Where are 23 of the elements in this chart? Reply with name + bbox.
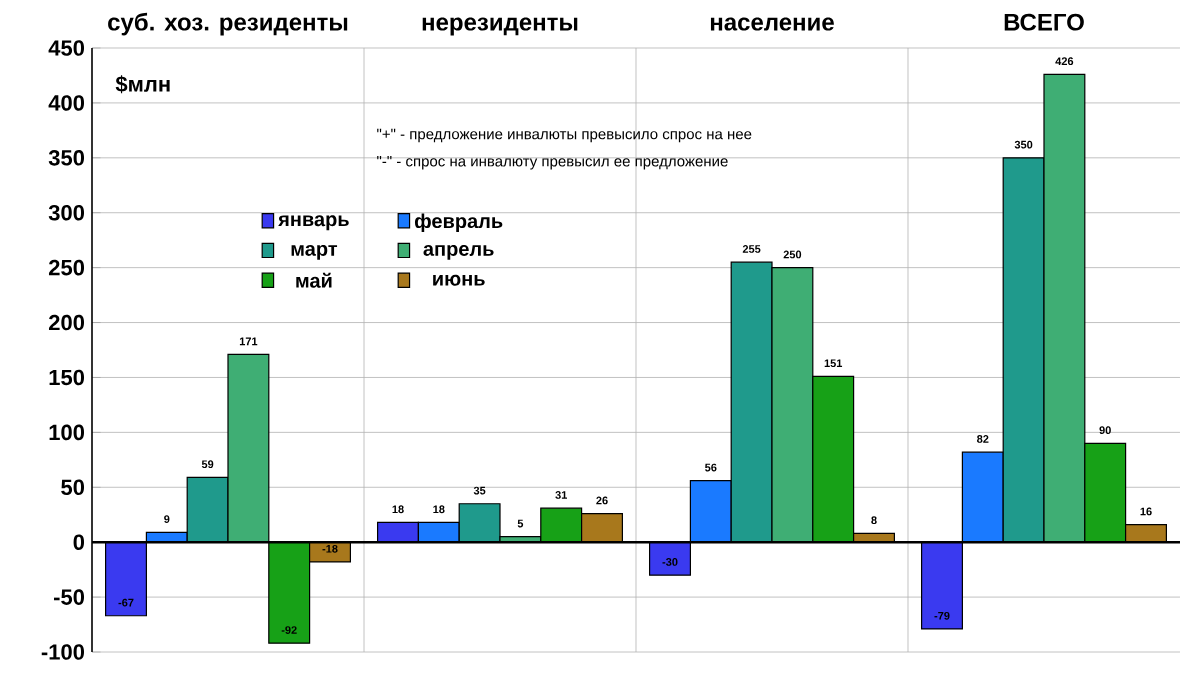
y-tick-label: 150 (49, 369, 85, 386)
legend-label: февраль (414, 213, 503, 233)
y-tick-label: -100 (41, 644, 85, 660)
y-tick-label: 450 (48, 40, 85, 56)
y-tick-label: 400 (48, 95, 85, 111)
y-tick-label: 350 (48, 150, 85, 166)
legend-label: март (291, 244, 338, 260)
y-tick-label: 50 (61, 479, 85, 496)
legend-label: январь (278, 215, 349, 231)
y-tick-label: 300 (48, 204, 85, 221)
legend-label: июнь (433, 274, 485, 286)
y-tick-label: 250 (48, 259, 85, 276)
y-tick-label: 0 (73, 534, 85, 550)
x-tick-label: нерезиденты (422, 17, 578, 36)
x-tick-label: суб. хоз. резиденты (108, 12, 348, 36)
x-tick-label: ВСЕГО (1004, 13, 1084, 31)
y-tick-label: 100 (49, 424, 85, 441)
x-tick-label: население (710, 17, 834, 31)
legend-label: май (296, 272, 332, 288)
y-tick-label: -50 (53, 589, 85, 605)
legend-label: апрель (423, 244, 494, 260)
y-tick-label: 200 (48, 314, 85, 331)
annotation: $млн (115, 75, 170, 94)
